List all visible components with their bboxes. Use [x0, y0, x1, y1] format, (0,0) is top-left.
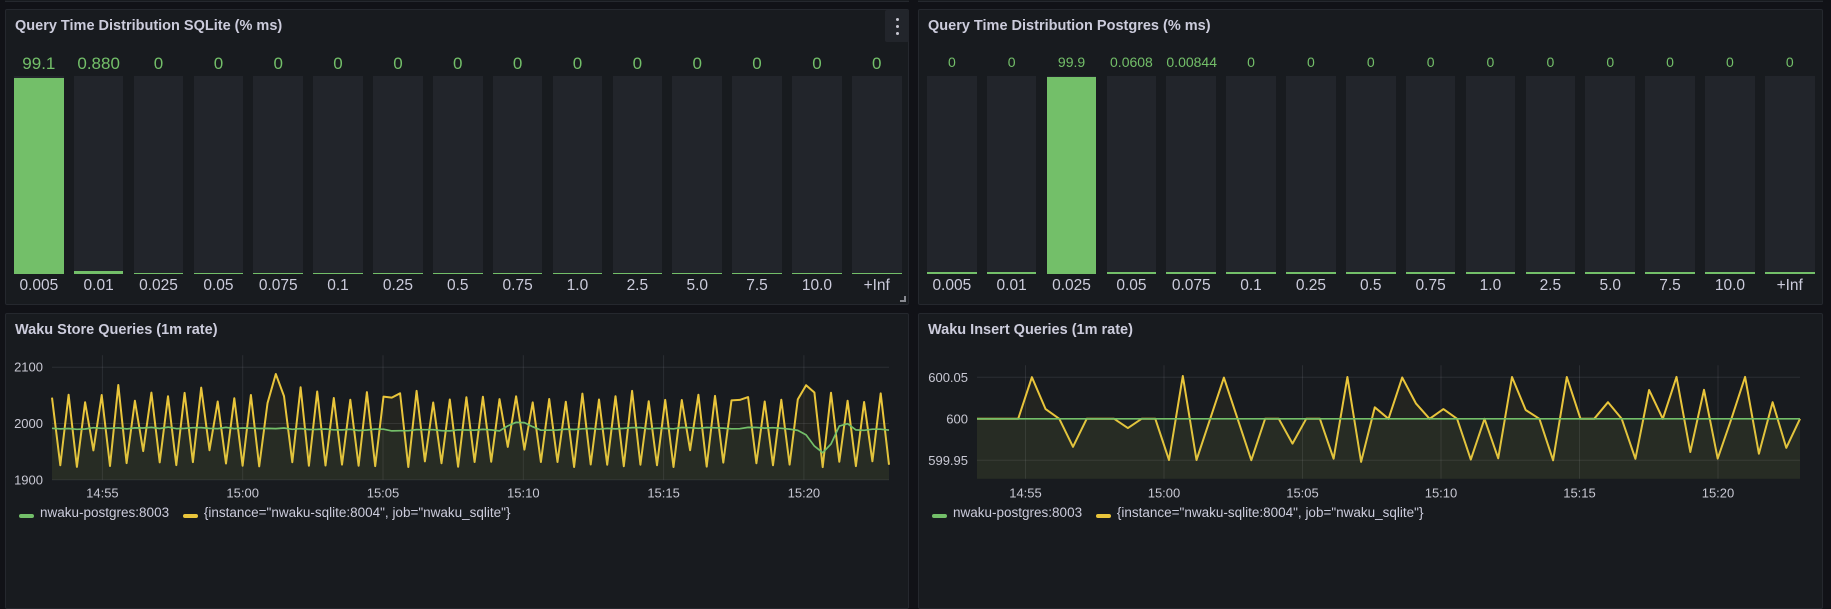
svg-text:15:10: 15:10 — [1425, 486, 1458, 501]
svg-text:600.05: 600.05 — [928, 370, 968, 385]
svg-text:1900: 1900 — [14, 472, 43, 487]
svg-text:14:55: 14:55 — [1009, 486, 1042, 501]
svg-text:15:00: 15:00 — [226, 486, 259, 501]
svg-text:15:15: 15:15 — [647, 486, 680, 501]
svg-text:14:55: 14:55 — [86, 486, 119, 501]
svg-text:15:20: 15:20 — [788, 486, 821, 501]
svg-text:15:00: 15:00 — [1148, 486, 1181, 501]
svg-text:15:15: 15:15 — [1563, 486, 1596, 501]
svg-text:15:20: 15:20 — [1702, 486, 1735, 501]
svg-text:600: 600 — [946, 411, 968, 426]
svg-text:15:10: 15:10 — [507, 486, 540, 501]
svg-text:2100: 2100 — [14, 360, 43, 375]
svg-text:2000: 2000 — [14, 416, 43, 431]
svg-text:15:05: 15:05 — [367, 486, 400, 501]
svg-text:15:05: 15:05 — [1286, 486, 1319, 501]
svg-text:599.95: 599.95 — [928, 453, 968, 468]
